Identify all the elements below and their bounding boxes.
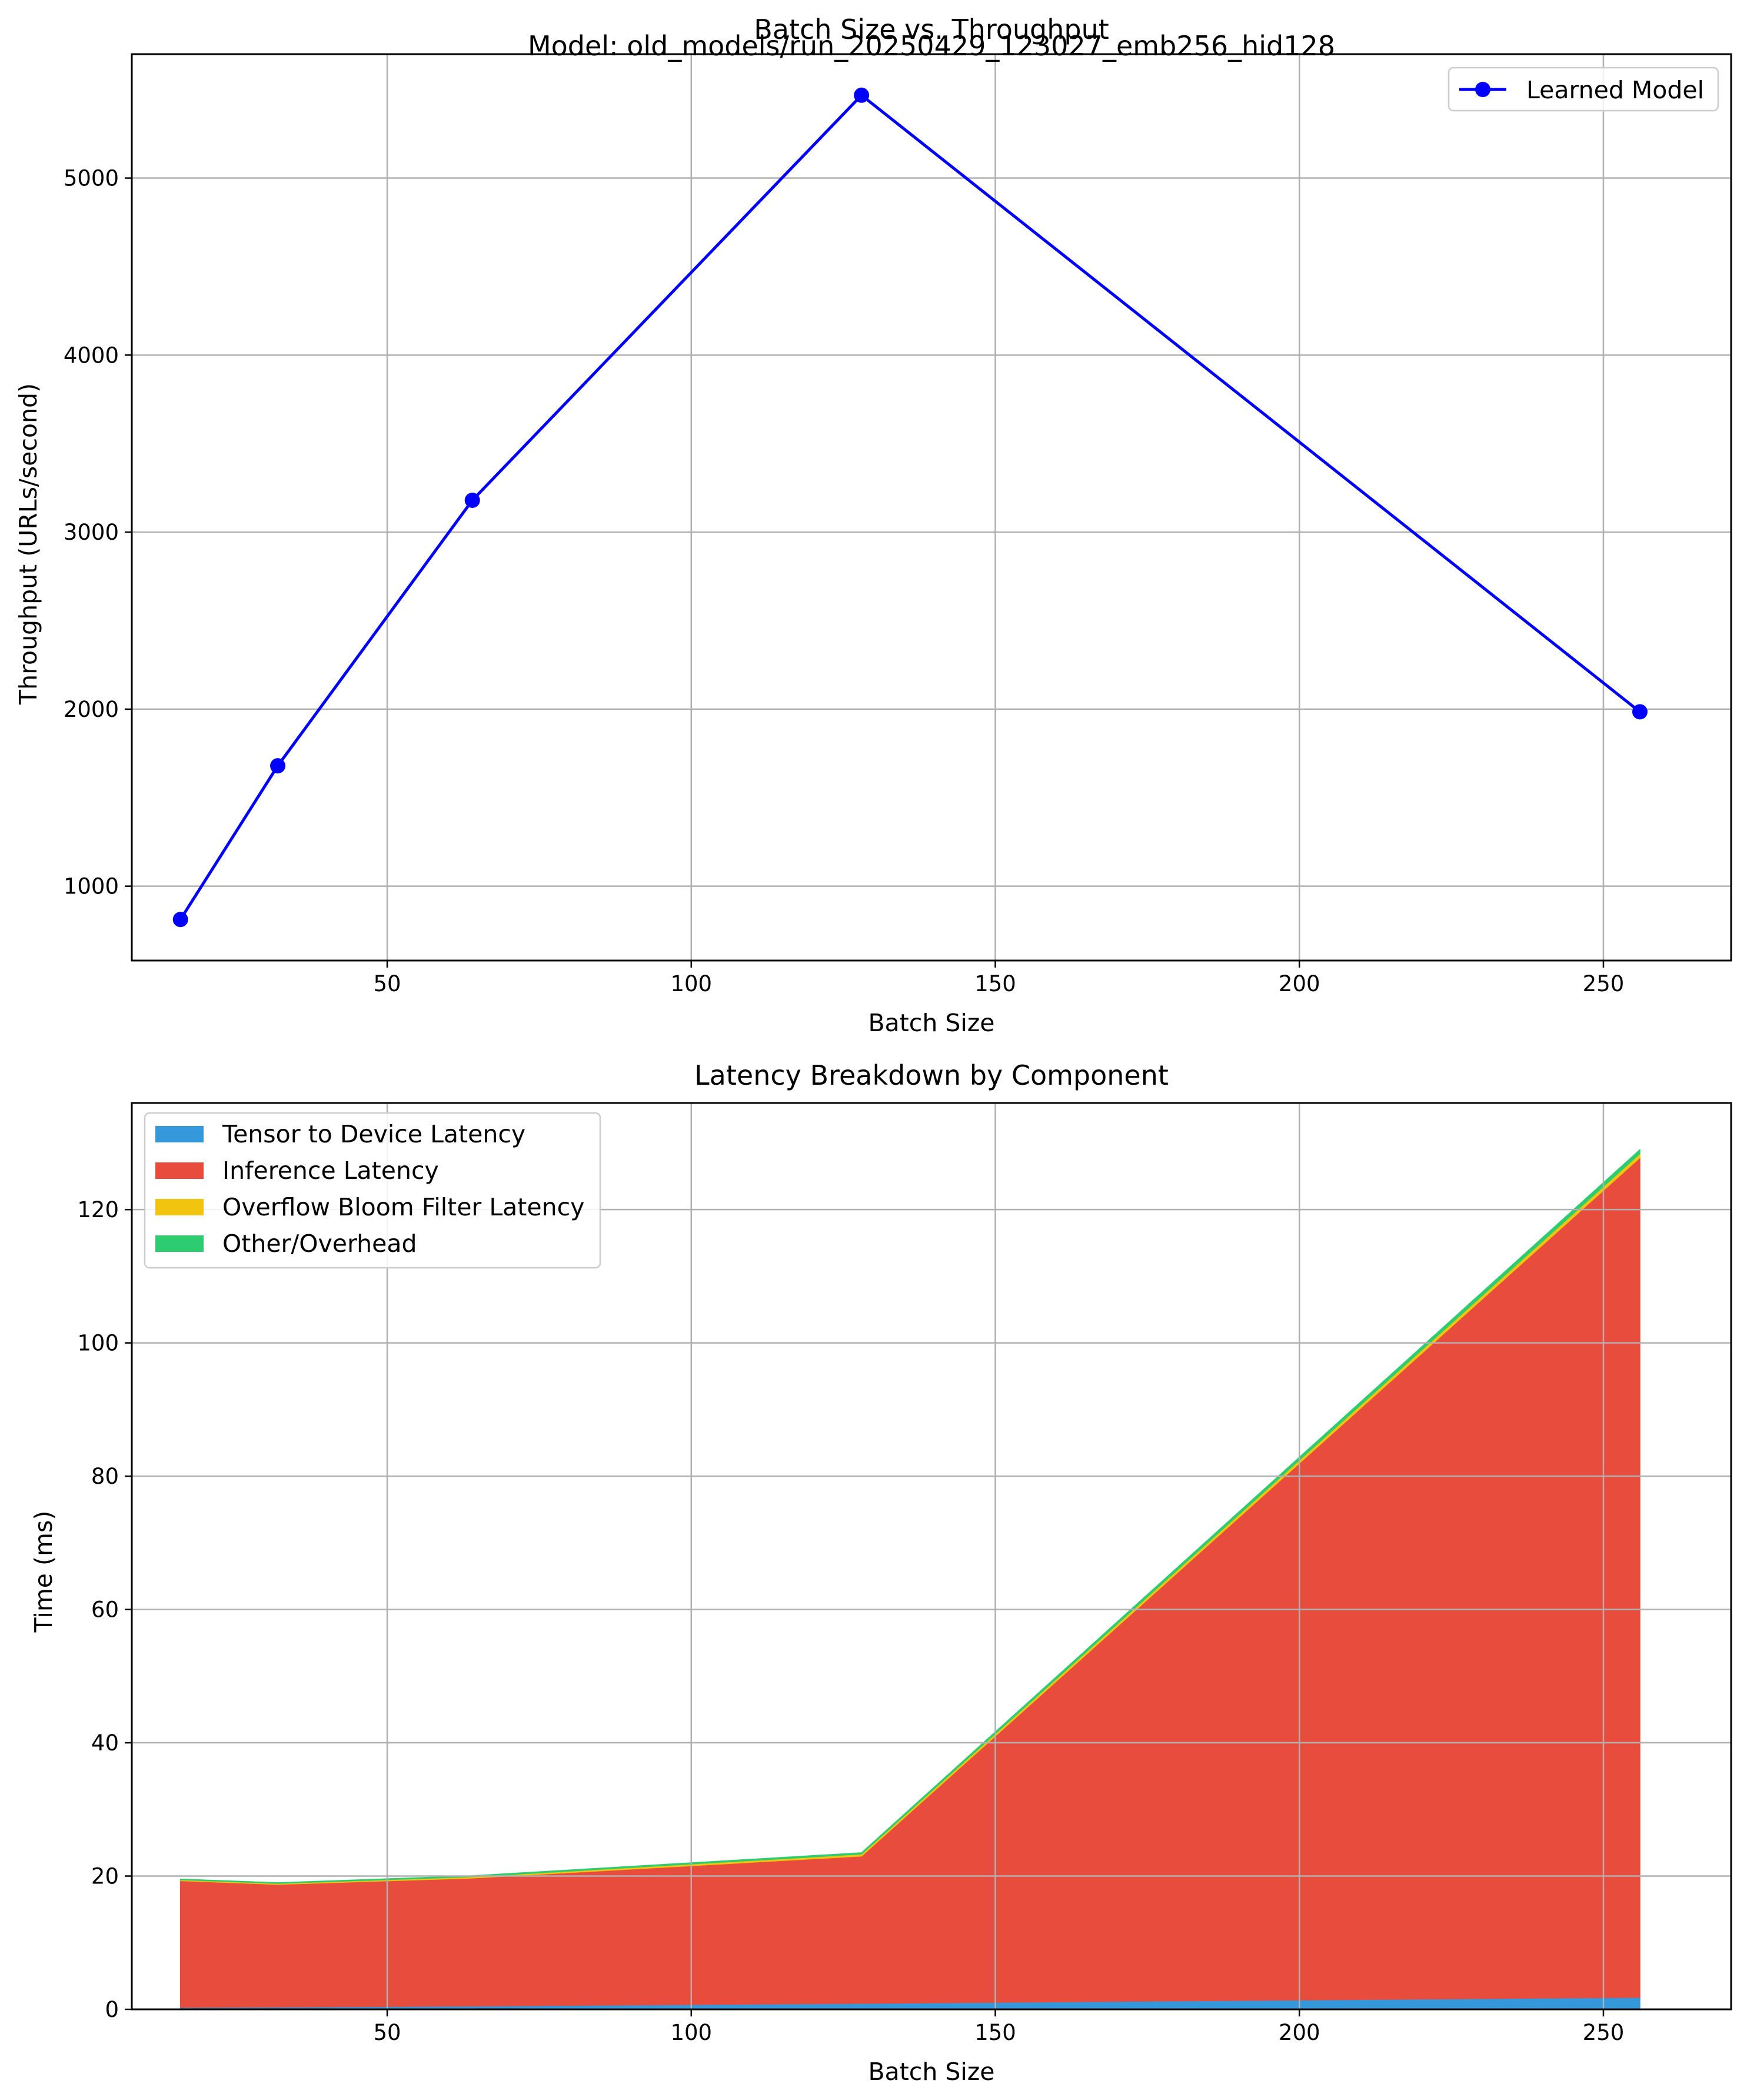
throughput-grid — [132, 54, 1731, 961]
latency-legend-swatch — [155, 1199, 204, 1215]
latency-chart-title: Latency Breakdown by Component — [694, 1059, 1169, 1091]
latency-legend-swatch — [155, 1235, 204, 1252]
throughput-chart-title: Batch Size vs. Throughput — [754, 14, 1109, 45]
throughput-plot-frame — [131, 53, 1732, 962]
throughput-y-tick-label: 1000 — [64, 874, 119, 899]
latency-y-tick-label: 20 — [91, 1864, 119, 1889]
latency-plot-area — [179, 1148, 1640, 2010]
throughput-x-tick-label: 250 — [1583, 971, 1625, 996]
throughput-x-axis-label: Batch Size — [868, 1009, 994, 1037]
latency-x-axis-label: Batch Size — [868, 2058, 994, 2086]
latency-y-tick-label: 60 — [91, 1597, 119, 1623]
latency-y-tick-label: 0 — [105, 1997, 119, 2022]
latency-x-tick-label: 150 — [974, 2020, 1016, 2045]
throughput-plot-area — [172, 87, 1648, 928]
throughput-chart-subtitle: Model: old_models/run_20250429_123027_em… — [528, 30, 1335, 62]
throughput-y-tick-label: 3000 — [64, 520, 119, 545]
latency-area-other-overhead — [179, 1148, 1640, 1884]
latency-legend-swatch — [155, 1126, 204, 1142]
throughput-legend: Learned Model — [1447, 67, 1719, 112]
latency-legend-label: Other/Overhead — [222, 1230, 417, 1258]
latency-x-tick-label: 200 — [1279, 2020, 1320, 2045]
throughput-x-tick-label: 150 — [974, 971, 1016, 996]
latency-legend-box — [144, 1112, 601, 1269]
throughput-data-point — [464, 492, 480, 508]
throughput-chart: 50 100 150 200 250 1000 2000 3000 4000 5000 Batch… — [14, 14, 1732, 1037]
throughput-x-tick-label: 200 — [1279, 971, 1320, 996]
throughput-y-axis-label: Throughput (URLs/second) — [14, 383, 42, 705]
throughput-data-point — [854, 87, 870, 103]
throughput-y-tick-label: 5000 — [64, 166, 119, 191]
latency-y-tick-label: 120 — [77, 1197, 119, 1222]
latency-legend: Tensor to Device Latency Inference Latenc… — [144, 1112, 601, 1269]
latency-x-tick-label: 100 — [670, 2020, 712, 2045]
latency-y-tick-label: 80 — [91, 1464, 119, 1489]
throughput-data-point — [1632, 704, 1648, 720]
throughput-x-tick-label: 50 — [374, 971, 401, 996]
throughput-legend-box — [1447, 67, 1719, 112]
latency-x-tick-label: 250 — [1583, 2020, 1625, 2045]
latency-y-tick-label: 100 — [77, 1331, 119, 1356]
latency-legend-label: Overflow Bloom Filter Latency — [222, 1193, 584, 1221]
latency-y-tick-label: 40 — [91, 1730, 119, 1756]
latency-plot-frame — [131, 1102, 1732, 2011]
latency-ticks: 50 100 150 200 250 0 20 40 60 80 100 120 — [77, 1197, 1624, 2045]
latency-y-axis-label: Time (ms) — [29, 1511, 58, 1633]
latency-legend-label: Inference Latency — [222, 1157, 439, 1185]
throughput-y-tick-label: 2000 — [64, 697, 119, 722]
throughput-legend-label: Learned Model — [1526, 76, 1704, 104]
latency-x-tick-label: 50 — [374, 2020, 401, 2045]
throughput-x-tick-label: 100 — [670, 971, 712, 996]
throughput-y-tick-label: 4000 — [64, 343, 119, 368]
throughput-data-point — [270, 758, 286, 774]
throughput-ticks: 50 100 150 200 250 1000 2000 3000 4000 5000 — [64, 166, 1624, 996]
latency-legend-swatch — [155, 1162, 204, 1179]
throughput-legend-marker — [1475, 82, 1490, 97]
latency-legend-label: Tensor to Device Latency — [222, 1120, 525, 1148]
throughput-data-point — [172, 912, 188, 928]
latency-breakdown-chart: 50 100 150 200 250 0 20 40 60 80 100 120 Latency Br… — [29, 1059, 1732, 2086]
